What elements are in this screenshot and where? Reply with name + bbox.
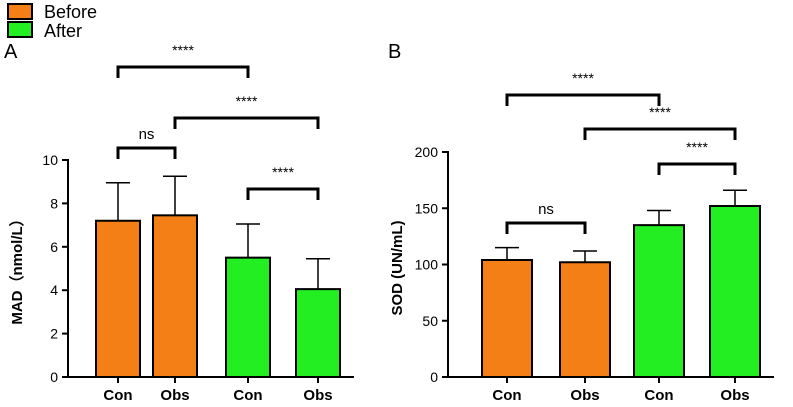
significance-bracket [583,127,737,140]
bar [295,288,341,378]
panel-b-label: B [388,41,401,63]
y-tick-label: 4 [50,282,58,298]
x-tick-label: Obs [160,387,189,404]
panel-a-label: A [4,41,18,63]
bar [152,214,198,378]
significance-bracket [173,116,320,129]
bar [481,259,533,378]
legend: Before After [7,2,97,41]
bar [633,224,685,378]
legend-swatch-before [7,3,33,20]
y-tick-label: 2 [50,326,58,342]
x-tick-label: Con [103,387,132,404]
panel-a-y-axis-title: MAD（nmol/L） [8,211,26,324]
x-tick-label: Con [644,387,673,404]
significance-bracket [505,93,661,106]
y-tick-label: 100 [415,257,439,273]
y-tick-label: 8 [50,195,58,211]
significance-bracket [246,187,320,200]
significance-label: **** [572,70,594,86]
significance-label: ns [538,201,554,218]
legend-label-before: Before [44,2,97,22]
y-tick-label: 200 [415,144,439,160]
x-tick-label: Obs [720,387,749,404]
significance-label: ns [139,126,155,143]
x-tick-label: Obs [303,387,332,404]
bar [559,261,611,378]
significance-label: **** [649,104,671,120]
y-tick-label: 6 [50,239,58,255]
bar [225,256,271,378]
y-tick-label: 50 [422,313,438,329]
significance-bracket [116,146,177,159]
significance-label: **** [686,139,708,155]
bar [95,219,141,378]
significance-bracket [505,221,587,234]
significance-label: **** [172,42,194,58]
legend-label-after: After [44,21,82,41]
legend-swatch-after [7,21,33,38]
significance-bracket [657,162,737,175]
y-tick-label: 150 [415,200,439,216]
x-tick-label: Obs [570,387,599,404]
x-tick-label: Con [233,387,262,404]
panel-a: A MAD（nmol/L） 0 2 4 6 8 10 Con Obs Con Obs ns **** *… [4,41,354,404]
bar [709,205,761,378]
significance-bracket [116,65,250,78]
y-tick-label: 0 [430,369,438,385]
x-tick-label: Con [492,387,521,404]
significance-label: **** [236,93,258,109]
significance-label: **** [272,164,294,180]
y-tick-label: 10 [42,152,58,168]
panel-b-y-axis-title: SOD (UN/mL) [389,221,406,316]
y-tick-label: 0 [50,369,58,385]
panel-b: B SOD (UN/mL) 0 50 100 150 200 Con Obs Con Obs ns… [388,41,774,404]
